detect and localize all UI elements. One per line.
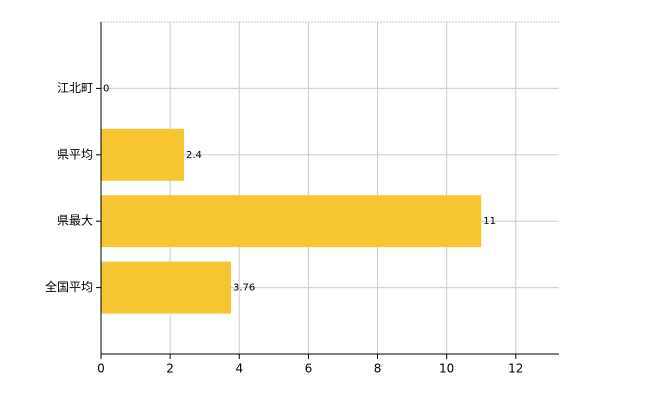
x-tick-label: 4 — [235, 362, 243, 376]
bar — [101, 195, 482, 248]
y-tick-label: 県最大 — [57, 214, 93, 228]
value-label: 2.4 — [186, 150, 202, 161]
x-tick-label: 2 — [166, 362, 174, 376]
bar — [101, 128, 184, 181]
y-tick-label: 県平均 — [57, 147, 93, 161]
value-label: 3.76 — [233, 283, 255, 294]
x-tick-label: 12 — [508, 362, 523, 376]
y-tick-label: 江北町 — [57, 81, 93, 95]
x-tick-label: 8 — [374, 362, 382, 376]
value-label: 11 — [483, 216, 496, 227]
x-tick-label: 10 — [439, 362, 454, 376]
value-label: 0 — [103, 83, 109, 94]
bar — [101, 261, 231, 314]
x-tick-label: 6 — [305, 362, 313, 376]
x-tick-label: 0 — [97, 362, 105, 376]
y-tick-label: 全国平均 — [45, 279, 93, 294]
